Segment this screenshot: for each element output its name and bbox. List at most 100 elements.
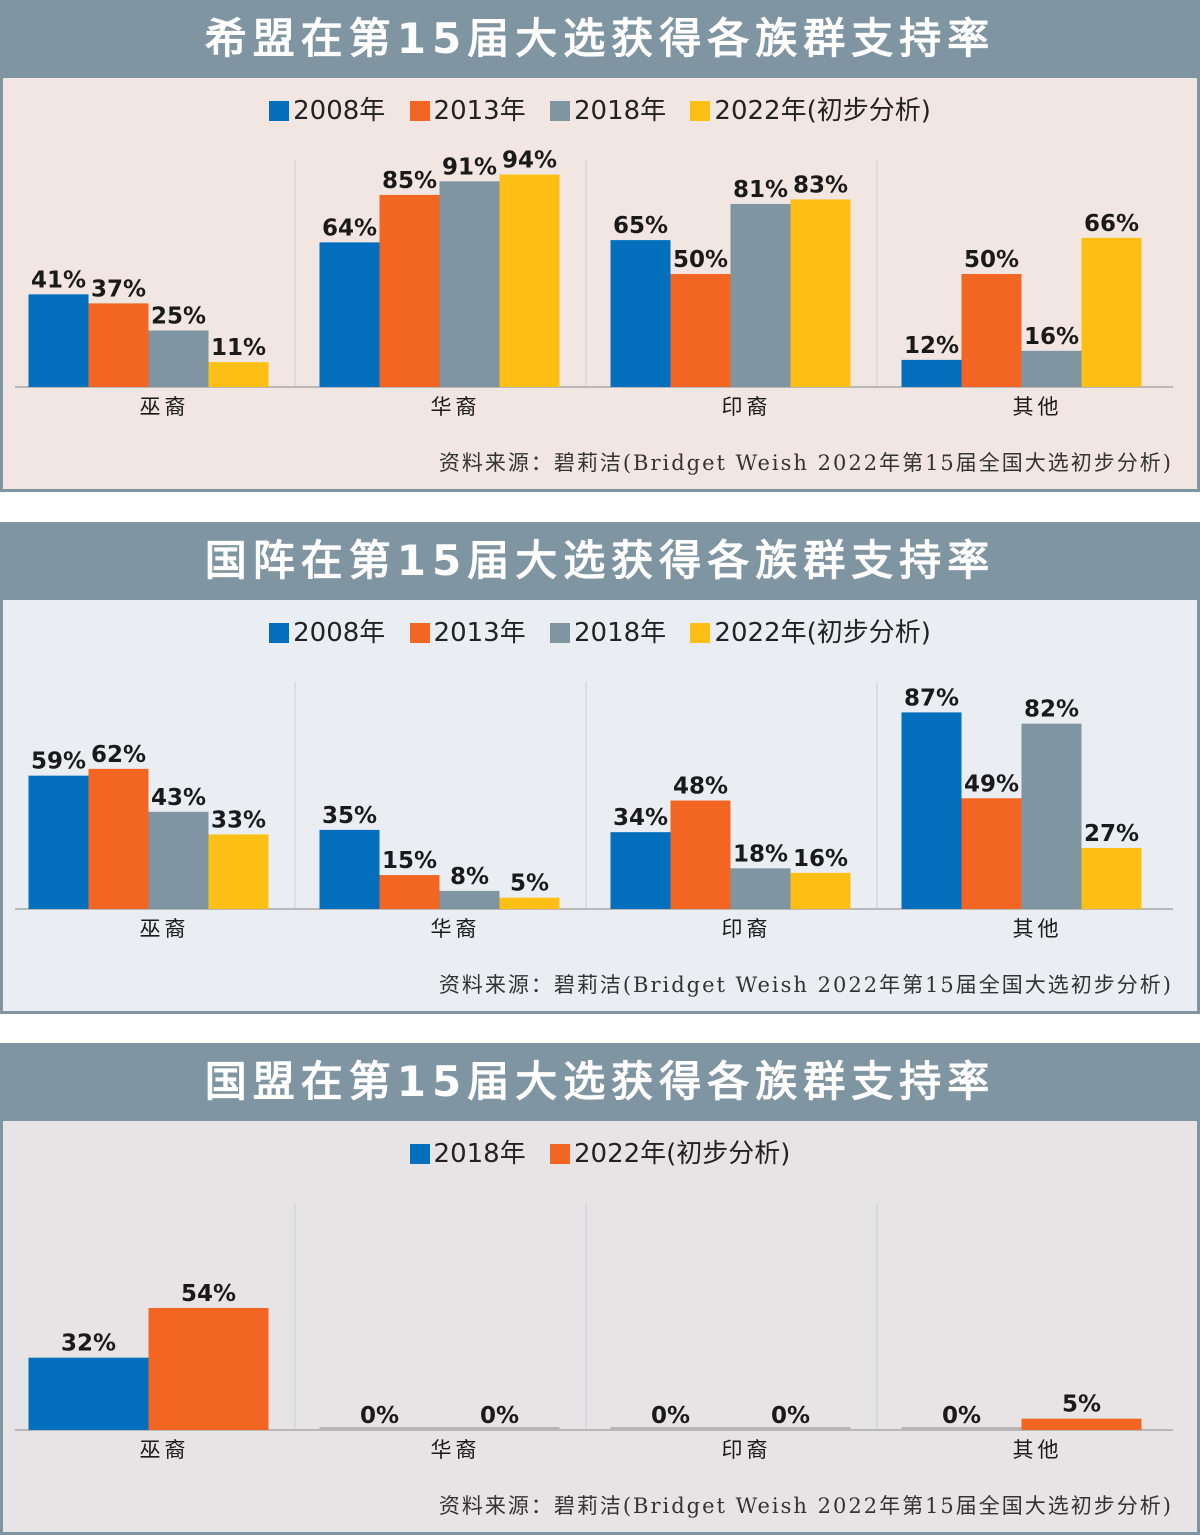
data-label: 0% xyxy=(480,1403,519,1429)
category-label: 华裔 xyxy=(431,917,481,941)
legend-item: 2008年 xyxy=(269,612,385,649)
data-label: 8% xyxy=(450,864,489,890)
legend-item: 2008年 xyxy=(269,90,385,127)
legend-swatch xyxy=(269,101,290,121)
bar xyxy=(670,800,731,909)
legend-label: 2022年(初步分析) xyxy=(573,1139,791,1169)
bar xyxy=(379,194,440,387)
bar xyxy=(28,1357,149,1430)
data-label: 91% xyxy=(442,154,497,180)
source-note: 资料来源：碧莉洁(Bridget Weish 2022年第15届全国大选初步分析… xyxy=(438,973,1173,997)
data-label: 50% xyxy=(673,247,728,273)
data-label: 5% xyxy=(1062,1392,1101,1418)
bar xyxy=(610,1427,731,1430)
data-label: 0% xyxy=(771,1403,810,1429)
data-label: 65% xyxy=(613,213,668,239)
legend-label: 2013年 xyxy=(433,96,526,126)
data-label: 41% xyxy=(31,267,86,293)
data-label: 32% xyxy=(61,1331,116,1357)
data-label: 35% xyxy=(322,803,377,829)
category-label: 印裔 xyxy=(722,395,772,419)
data-label: 37% xyxy=(91,276,146,302)
bar xyxy=(961,274,1022,387)
bar xyxy=(208,834,269,909)
data-label: 11% xyxy=(211,335,266,361)
data-label: 25% xyxy=(151,304,206,330)
bar xyxy=(319,1427,440,1430)
data-label: 54% xyxy=(181,1281,236,1307)
legend-label: 2022年(初步分析) xyxy=(714,618,931,648)
bar xyxy=(439,181,500,387)
legend-item: 2022年(初步分析) xyxy=(549,1133,791,1170)
bar xyxy=(901,712,962,909)
data-label: 81% xyxy=(733,177,788,203)
chart-body: 2018年 2022年(初步分析) 32% 54% 巫裔 0% 0% 华裔 0% 0% 印裔 0%… xyxy=(3,1121,1197,1532)
bar xyxy=(439,890,500,909)
data-label: 18% xyxy=(733,841,788,867)
bar xyxy=(148,330,209,387)
bar xyxy=(730,203,791,387)
data-label: 64% xyxy=(322,215,377,241)
chart-panel-ph: 希盟在第15届大选获得各族群支持率 2008年 2013年 2018年 2022… xyxy=(0,0,1200,492)
data-label: 34% xyxy=(613,805,668,831)
bar xyxy=(88,303,149,387)
bar xyxy=(790,199,851,387)
legend-item: 2013年 xyxy=(409,90,526,127)
data-label: 0% xyxy=(651,1403,690,1429)
bar xyxy=(730,868,791,909)
chart-panel-bn: 国阵在第15届大选获得各族群支持率 2008年 2013年 2018年 2022… xyxy=(0,522,1200,1014)
legend-item: 2022年(初步分析) xyxy=(690,612,931,649)
legend-item: 2013年 xyxy=(409,612,526,649)
bar xyxy=(1021,1418,1142,1430)
bar-chart-svg: 59% 62%43%33% 巫裔 35%15% 8% 5% 华裔 34%48% 18% 16% 印裔… xyxy=(15,682,1173,941)
bar xyxy=(28,294,89,387)
legend-label: 2013年 xyxy=(433,618,526,648)
data-label: 33% xyxy=(211,807,266,833)
data-label: 16% xyxy=(793,846,848,872)
bar xyxy=(901,1427,1022,1430)
bar xyxy=(670,274,731,387)
legend-label: 2018年 xyxy=(573,96,667,126)
legend-swatch xyxy=(690,623,711,643)
bar xyxy=(730,1427,851,1430)
category-label: 其他 xyxy=(1013,1438,1063,1462)
chart-legend: 2008年 2013年 2018年 2022年(初步分析) xyxy=(3,612,1197,649)
data-label: 0% xyxy=(942,1403,981,1429)
chart-title: 国阵在第15届大选获得各族群支持率 xyxy=(204,536,996,585)
data-label: 5% xyxy=(510,871,549,897)
chart-title: 国盟在第15届大选获得各族群支持率 xyxy=(204,1057,996,1106)
data-label: 48% xyxy=(673,774,728,800)
data-label: 43% xyxy=(151,785,206,811)
category-label: 其他 xyxy=(1013,395,1063,419)
category-label: 印裔 xyxy=(722,917,772,941)
data-label: 66% xyxy=(1084,211,1139,237)
data-label: 62% xyxy=(91,742,146,768)
bar xyxy=(379,875,440,909)
source-note: 资料来源：碧莉洁(Bridget Weish 2022年第15届全国大选初步分析… xyxy=(438,451,1173,475)
bar xyxy=(28,775,89,909)
legend-swatch xyxy=(549,101,570,121)
legend-item: 2018年 xyxy=(549,90,667,127)
category-label: 巫裔 xyxy=(140,917,190,941)
bar xyxy=(148,811,209,909)
bar-chart-svg: 32% 54% 巫裔 0% 0% 华裔 0% 0% 印裔 0% 5% 其他 xyxy=(15,1203,1173,1462)
legend-swatch xyxy=(549,623,570,643)
bar xyxy=(148,1307,269,1430)
data-label: 12% xyxy=(904,333,959,359)
category-label: 巫裔 xyxy=(140,1438,190,1462)
bar xyxy=(901,359,962,387)
bar xyxy=(961,798,1022,909)
chart-legend: 2018年 2022年(初步分析) xyxy=(3,1133,1197,1170)
legend-label: 2022年(初步分析) xyxy=(714,96,931,126)
bar xyxy=(1081,847,1142,909)
data-label: 85% xyxy=(382,168,437,194)
category-label: 巫裔 xyxy=(140,395,190,419)
category-label: 其他 xyxy=(1013,917,1063,941)
data-label: 0% xyxy=(360,1403,399,1429)
bar xyxy=(610,240,671,387)
data-label: 83% xyxy=(793,172,848,198)
chart-legend: 2008年 2013年 2018年 2022年(初步分析) xyxy=(3,90,1197,127)
data-label: 15% xyxy=(382,848,437,874)
bar xyxy=(1021,723,1082,909)
legend-label: 2018年 xyxy=(433,1139,526,1169)
